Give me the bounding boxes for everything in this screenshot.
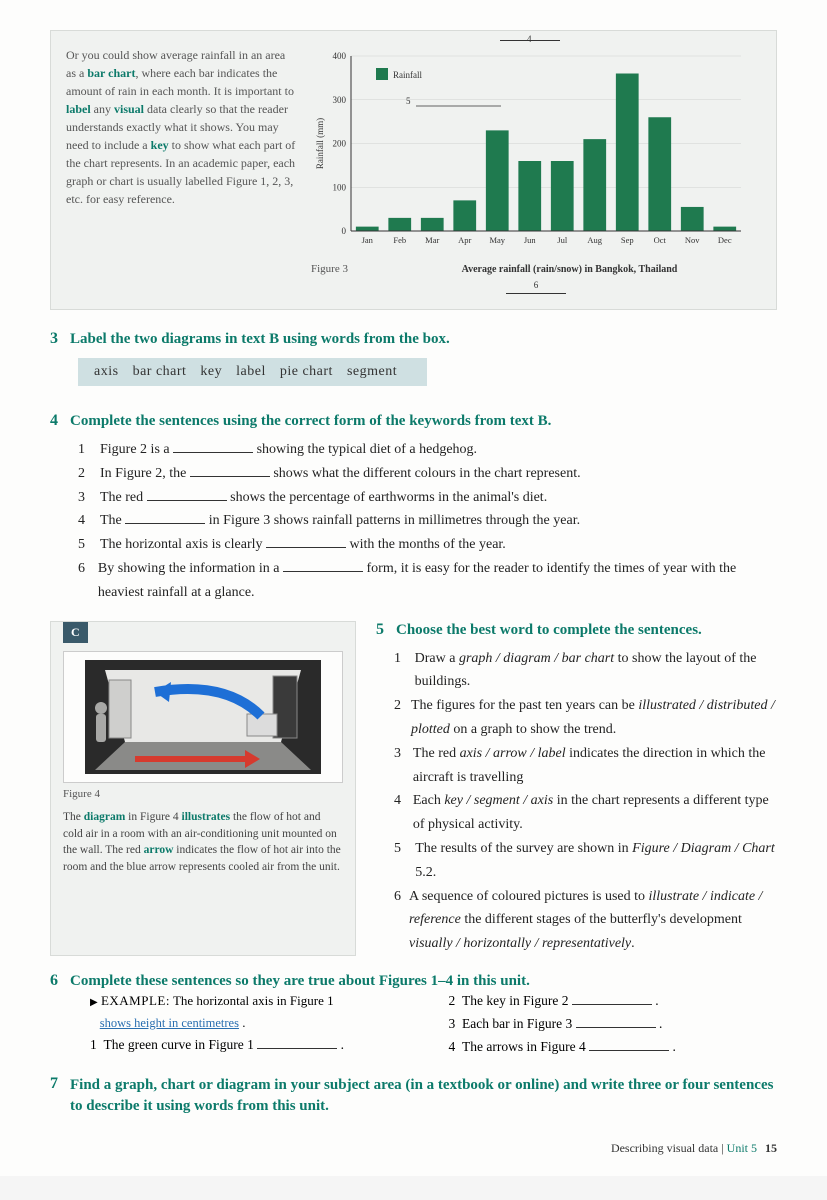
exercise-item: 2In Figure 2, the shows what the differe… <box>78 462 777 486</box>
intro-panel: Or you could show average rainfall in an… <box>50 30 777 310</box>
annotation-4: 4 <box>527 34 532 44</box>
sec4-num: 4 <box>50 412 58 430</box>
exercise-item: 3 Each bar in Figure 3 . <box>449 1013 778 1036</box>
panel-c-tag: C <box>63 622 88 643</box>
svg-text:Apr: Apr <box>458 235 471 245</box>
bar-chart-svg: 0 100 200 300 400 Rainfall (mm) Jan Feb Mar Apr Ma… <box>311 46 751 256</box>
page: Or you could show average rainfall in an… <box>0 0 827 1176</box>
svg-text:0: 0 <box>342 226 347 236</box>
exercise-item: 1Figure 2 is a showing the typical diet … <box>78 438 777 462</box>
example-label: EXAMPLE: <box>101 993 170 1008</box>
panel-c: C Figure 4 The diagram in Figure 4 illus… <box>50 621 356 956</box>
svg-text:Sep: Sep <box>621 235 634 245</box>
sec5-list: 1Draw a graph / diagram / bar chart to s… <box>394 647 777 956</box>
bar-chart-figure3: 4 0100200300400Rainfall (mm)JanFebMarApr… <box>311 46 761 294</box>
exercise-item: 4Each key / segment / axis in the chart … <box>394 789 777 837</box>
svg-text:Oct: Oct <box>654 235 667 245</box>
exercise-item: 4The in Figure 3 shows rainfall patterns… <box>78 509 777 533</box>
svg-text:Nov: Nov <box>685 235 700 245</box>
sec6-num: 6 <box>50 972 58 990</box>
exercise-item: 1Draw a graph / diagram / bar chart to s… <box>394 647 777 695</box>
chart-title: Average rainfall (rain/snow) in Bangkok,… <box>378 264 761 275</box>
footer-text: Describing visual data <box>611 1141 718 1155</box>
svg-text:Dec: Dec <box>718 235 732 245</box>
panel-c-body: The diagram in Figure 4 illustrates the … <box>63 809 343 876</box>
annotation-6: 6 <box>534 280 539 290</box>
section-3: 3 Label the two diagrams in text B using… <box>50 330 777 396</box>
sec6-title: Complete these sentences so they are tru… <box>70 973 530 990</box>
word-item: axis <box>94 364 119 379</box>
section-4: 4 Complete the sentences using the corre… <box>50 412 777 605</box>
svg-text:May: May <box>489 235 505 245</box>
example-marker: ▶ <box>90 997 98 1008</box>
exercise-item: 5The horizontal axis is clearly with the… <box>78 533 777 557</box>
section-7: 7 Find a graph, chart or diagram in your… <box>50 1075 777 1117</box>
svg-text:Rainfall (mm): Rainfall (mm) <box>315 118 325 169</box>
exercise-item: 6A sequence of coloured pictures is used… <box>394 885 777 956</box>
sec3-title: Label the two diagrams in text B using w… <box>70 331 450 348</box>
svg-text:Jun: Jun <box>524 235 537 245</box>
exercise-item: 5The results of the survey are shown in … <box>394 837 777 885</box>
word-box: axis bar chart key label pie chart segment <box>78 358 427 386</box>
sec7-num: 7 <box>50 1075 58 1093</box>
page-number: 15 <box>765 1141 777 1155</box>
two-column-row: C Figure 4 The diagram in Figure 4 illus… <box>50 621 777 956</box>
exercise-item: 2The figures for the past ten years can … <box>394 694 777 742</box>
svg-text:100: 100 <box>333 182 347 192</box>
exercise-item: 1 The green curve in Figure 1 . <box>90 1034 419 1057</box>
word-item: bar chart <box>133 364 187 379</box>
sec5-title: Choose the best word to complete the sen… <box>396 622 702 639</box>
figure4-label: Figure 4 <box>63 787 343 803</box>
svg-text:5: 5 <box>406 96 411 106</box>
page-footer: Describing visual data | Unit 515 <box>50 1141 777 1156</box>
sec4-title: Complete the sentences using the correct… <box>70 413 551 430</box>
word-item: key <box>200 364 222 379</box>
sec6-cols: ▶ EXAMPLE: The horizontal axis in Figure… <box>90 990 777 1059</box>
figure3-label: Figure 3 <box>311 263 348 275</box>
example-answer: shows height in centimetres <box>100 1016 239 1030</box>
word-item: pie chart <box>280 364 333 379</box>
word-item: label <box>236 364 266 379</box>
svg-text:300: 300 <box>333 95 347 105</box>
svg-text:Jan: Jan <box>362 235 374 245</box>
sec3-num: 3 <box>50 330 58 348</box>
exercise-item: 4 The arrows in Figure 4 . <box>449 1036 778 1059</box>
exercise-item: 3The red axis / arrow / label indicates … <box>394 742 777 790</box>
svg-text:200: 200 <box>333 139 347 149</box>
sec4-list: 1Figure 2 is a showing the typical diet … <box>78 438 777 605</box>
exercise-item: 3The red shows the percentage of earthwo… <box>78 486 777 510</box>
svg-text:Feb: Feb <box>393 235 406 245</box>
footer-unit: Unit 5 <box>727 1141 757 1155</box>
exercise-item: 2 The key in Figure 2 . <box>449 990 778 1013</box>
word-item: segment <box>347 364 397 379</box>
exercise-item: 6By showing the information in a form, i… <box>78 557 777 605</box>
svg-text:Mar: Mar <box>425 235 439 245</box>
svg-text:400: 400 <box>333 51 347 61</box>
section-5: 5 Choose the best word to complete the s… <box>376 621 777 956</box>
intro-text: Or you could show average rainfall in an… <box>66 46 296 294</box>
svg-text:Rainfall: Rainfall <box>393 70 422 80</box>
section-6: 6 Complete these sentences so they are t… <box>50 972 777 1059</box>
example-text: The horizontal axis in Figure 1 <box>173 993 334 1008</box>
sec5-num: 5 <box>376 621 384 639</box>
svg-text:Jul: Jul <box>557 235 568 245</box>
sec7-title: Find a graph, chart or diagram in your s… <box>70 1075 777 1117</box>
svg-text:Aug: Aug <box>587 235 602 245</box>
figure4-diagram <box>63 651 343 783</box>
